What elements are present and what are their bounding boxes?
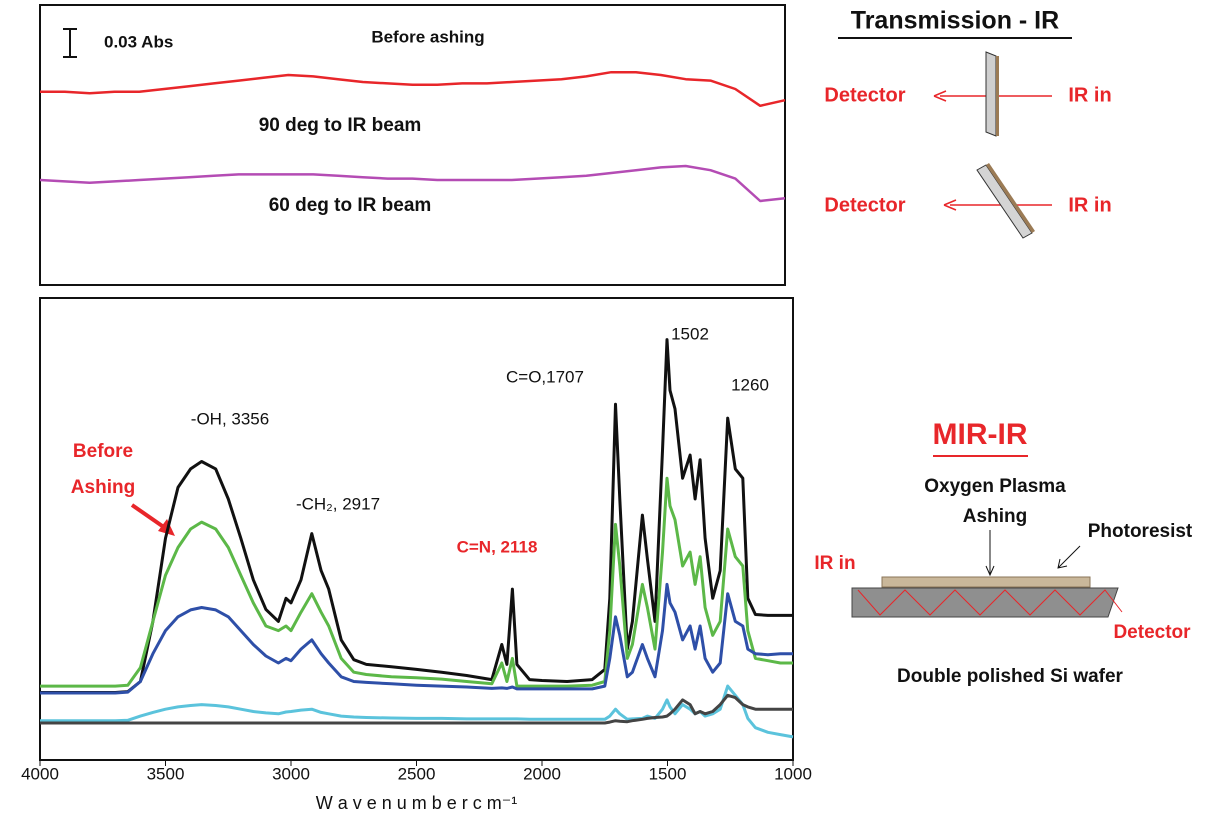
substrate-label: Double polished Si wafer xyxy=(897,666,1124,687)
annotation: 90 deg to IR beam xyxy=(259,115,422,136)
sample-film xyxy=(986,163,1035,233)
annotation: 60 deg to IR beam xyxy=(269,195,432,216)
annotation: Ashing xyxy=(71,477,135,498)
diagram-title: Transmission - IR xyxy=(851,7,1059,35)
scale-bar xyxy=(63,28,77,58)
photoresist xyxy=(881,576,1091,588)
process-arrow xyxy=(985,530,995,577)
annotation: -OH, 3356 xyxy=(191,409,269,428)
spectrum-line xyxy=(39,164,786,203)
x-axis-label: W a v e n u m b e r c m⁻¹ xyxy=(316,793,518,813)
detector-label: Detector xyxy=(1113,622,1191,643)
si-wafer xyxy=(851,587,1119,618)
x-tick-label: 1500 xyxy=(649,764,687,783)
layer-arrow xyxy=(1057,545,1081,569)
spectrum-line xyxy=(40,684,794,739)
bottom-frame xyxy=(39,297,794,761)
x-tick-label: 3500 xyxy=(147,764,185,783)
detector-label: Detector xyxy=(824,194,905,216)
spectrum-line xyxy=(40,693,793,725)
annotation: -CH₂, 2917 xyxy=(296,494,380,513)
annotation: Before ashing xyxy=(371,27,484,46)
spectrum-line xyxy=(40,582,793,695)
sample-plate xyxy=(976,164,1033,239)
annotation-arrowhead xyxy=(158,519,175,536)
ir-in-label: IR in xyxy=(1068,194,1111,216)
spectrum-line xyxy=(40,338,793,694)
annotation: 0.03 Abs xyxy=(104,32,173,51)
annotation: 1502 xyxy=(671,324,709,343)
layer-label: Photoresist xyxy=(1088,521,1193,542)
process-label: Ashing xyxy=(963,506,1027,527)
detector-label: Detector xyxy=(824,84,905,106)
spectrum-line xyxy=(40,70,786,108)
x-tick-label: 4000 xyxy=(21,764,59,783)
x-tick-label: 1000 xyxy=(774,764,812,783)
beam-head xyxy=(943,199,957,211)
ir-in-label: IR in xyxy=(1068,84,1111,106)
process-label: Oxygen Plasma xyxy=(924,476,1066,497)
beam-head xyxy=(933,90,947,102)
top-frame xyxy=(39,4,786,286)
ir-in-label: IR in xyxy=(814,553,855,574)
annotation: C=O,1707 xyxy=(506,367,584,386)
sample-film xyxy=(996,56,999,136)
x-tick-label: 2500 xyxy=(398,764,436,783)
internal-reflection xyxy=(857,589,1123,616)
spectrum-line xyxy=(40,476,793,688)
annotation: Before xyxy=(73,441,133,462)
x-tick-label: 3000 xyxy=(272,764,310,783)
annotation: C=N, 2118 xyxy=(457,537,538,556)
x-tick-label: 2000 xyxy=(523,764,561,783)
diagram-title: MIR-IR xyxy=(933,418,1028,451)
annotation: 1260 xyxy=(731,375,769,394)
sample-plate xyxy=(985,51,997,137)
